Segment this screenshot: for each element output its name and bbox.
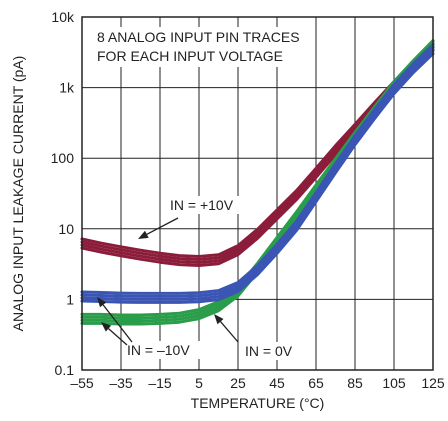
series-trace	[80, 48, 435, 326]
y-tick-label: 100	[51, 150, 75, 166]
arrowhead-minus10-a	[101, 322, 112, 332]
series-trace	[80, 46, 435, 298]
annotation-text: 8 ANALOG INPUT PIN TRACES FOR EACH INPUT…	[97, 29, 303, 64]
x-tick-label: –55	[70, 375, 94, 391]
arrowhead-plus10	[138, 230, 149, 239]
x-axis-title: TEMPERATURE (°C)	[191, 395, 325, 411]
y-tick-label: 1k	[59, 80, 75, 96]
x-tick-label: –15	[148, 375, 172, 391]
annotation-line-1: 8 ANALOG INPUT PIN TRACES	[97, 29, 300, 45]
series-trace	[80, 39, 435, 258]
x-tick-label: 105	[382, 375, 406, 391]
x-tick-label: –35	[109, 375, 133, 391]
tick-labels: –55 –35 –15 5 25 45 65 85 105 125 0.1 1 10 100 1k 10k	[51, 9, 445, 391]
label-minus10-background	[126, 341, 202, 359]
label-minus10: IN = –10V	[127, 342, 190, 358]
series-trace	[80, 42, 435, 320]
label-plus10: IN = +10V	[170, 197, 234, 213]
annotation-background	[92, 27, 312, 67]
y-tick-label: 0.1	[55, 362, 75, 378]
annotation-line-2: FOR EACH INPUT VOLTAGE	[97, 48, 283, 64]
y-tick-label: 10	[58, 221, 74, 237]
x-tick-label: 125	[421, 375, 445, 391]
series-trace	[80, 52, 435, 304]
series-layer	[80, 39, 435, 326]
y-tick-label: 1	[66, 291, 74, 307]
x-tick-label: 85	[347, 375, 363, 391]
curve-labels: IN = +10V IN = –10V IN = 0V	[97, 196, 301, 360]
x-tick-label: 45	[269, 375, 285, 391]
label-plus10-background	[168, 196, 248, 214]
x-tick-label: 25	[230, 375, 246, 391]
arrow-plus10	[146, 217, 179, 235]
arrow-minus10-b	[102, 304, 133, 343]
arrowhead-zero	[214, 314, 224, 325]
arrow-minus10-a	[108, 328, 128, 346]
x-tick-label: 5	[195, 375, 203, 391]
series-trace	[80, 43, 435, 295]
label-zero-background	[243, 342, 301, 360]
x-tick-label: 65	[308, 375, 324, 391]
y-axis-title: ANALOG INPUT LEAKAGE CURRENT (pA)	[10, 56, 26, 332]
series-trace	[80, 49, 435, 301]
arrowhead-minus10-b	[97, 297, 107, 308]
label-zero: IN = 0V	[245, 343, 293, 359]
y-tick-label: 10k	[51, 9, 75, 25]
arrow-zero	[220, 321, 239, 343]
series-trace	[80, 39, 435, 317]
plot-frame	[81, 16, 434, 371]
